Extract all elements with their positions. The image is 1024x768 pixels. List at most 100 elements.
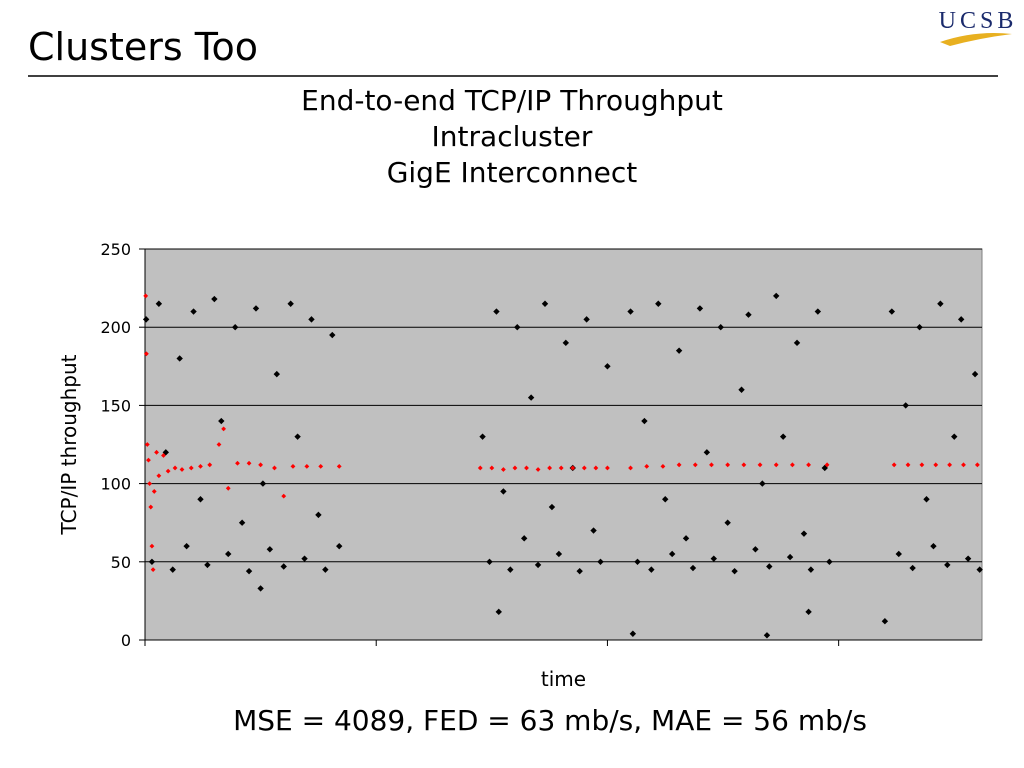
point [824,462,830,468]
point [745,311,752,318]
point [676,462,682,468]
point [151,489,157,494]
point [280,563,287,570]
point [964,555,972,562]
point [144,442,150,447]
point [266,546,274,553]
point [891,462,897,468]
point [148,558,156,565]
point [919,462,925,468]
point [937,300,944,307]
point [757,462,763,468]
point [527,394,535,401]
point [534,561,542,569]
point [947,462,953,468]
point [909,564,916,572]
point [176,355,183,362]
point [930,542,937,550]
point [190,308,197,315]
y-tick-label: 50 [111,553,131,572]
point [660,463,666,469]
point [779,433,787,440]
point [301,555,308,562]
point [146,457,151,463]
y-tick-label: 250 [100,240,131,259]
point [287,300,294,307]
point [308,316,315,323]
y-tick-label: 100 [100,475,131,494]
point [961,462,966,468]
point [826,558,833,565]
y-tick-label: 150 [100,396,131,415]
point [593,465,599,471]
point [169,566,176,573]
point [336,463,342,469]
point [916,324,923,331]
point [604,363,611,370]
point [294,433,301,440]
point [807,566,815,573]
point [179,467,185,472]
point [558,465,564,471]
point [142,316,150,323]
point [148,504,154,510]
point [710,555,717,562]
point [724,519,731,526]
point [477,465,483,471]
point [143,293,149,299]
point [773,462,779,468]
point [725,462,731,468]
point [790,462,795,468]
point [290,463,296,469]
point [957,316,965,323]
point [583,316,590,323]
point [821,464,828,472]
point [238,519,246,526]
point [555,550,563,558]
point [216,442,222,447]
point [590,527,597,534]
point [257,585,264,592]
point [741,462,747,468]
y-tick-label: 0 [121,631,131,650]
point [535,467,541,472]
plot-area [144,248,983,641]
point [682,535,690,542]
point [500,488,507,495]
point [976,566,983,573]
point [547,465,553,471]
point [235,460,240,466]
point [576,567,583,575]
point [641,417,648,425]
point [188,465,194,471]
point [662,496,669,503]
point [628,465,633,471]
point [165,468,171,474]
point [512,465,518,471]
point [161,453,166,458]
point [507,566,514,573]
point [329,331,336,339]
point [562,339,570,347]
chart-title: GigE Interconnect [387,156,638,189]
point [627,308,634,315]
point [692,462,698,468]
point [951,433,958,440]
point [895,550,902,558]
point [336,542,343,550]
point [570,465,576,471]
point [800,530,808,537]
point [709,462,714,468]
footer-note: MSE = 4089, FED = 63 mb/s, MAE = 56 mb/s [233,704,867,737]
point [204,561,211,569]
point [581,465,587,471]
point [752,546,759,553]
point [156,473,162,479]
point [805,608,812,616]
point [689,564,697,572]
point [315,511,322,519]
point [806,462,811,468]
point [479,433,486,440]
